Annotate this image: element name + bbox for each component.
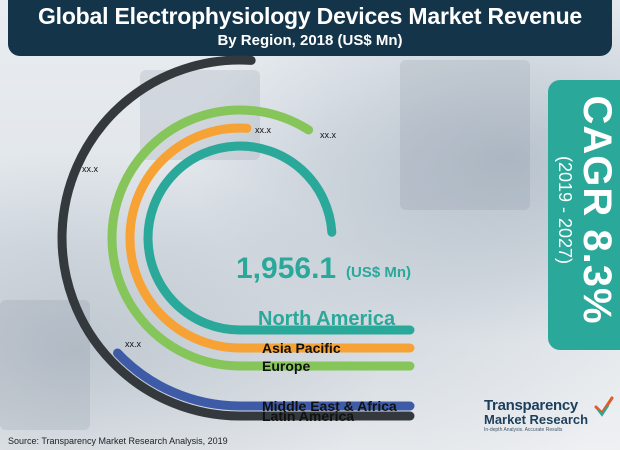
cagr-label: CAGR 8.3%: [575, 95, 619, 325]
chart-title: Global Electrophysiology Devices Market …: [37, 3, 583, 29]
series-arc: [57, 55, 256, 421]
background-equipment-shape: [400, 60, 530, 210]
background-equipment-shape: [0, 300, 90, 430]
logo-check-icon: [594, 396, 614, 417]
series-europe: Europe xx.x: [107, 105, 415, 374]
logo-line1: Transparency: [484, 397, 578, 414]
cagr-period: (2019 - 2027): [555, 155, 575, 265]
data-label: xx.x: [320, 130, 337, 140]
series-arc: [125, 123, 252, 353]
cagr-text: CAGR 8.3% (2019 - 2027): [555, 95, 619, 325]
series-arc: [113, 348, 245, 411]
title-banner: Global Electrophysiology Devices Market …: [8, 0, 612, 56]
source-note: Source: Transparency Market Research Ana…: [8, 436, 228, 446]
company-logo: Transparency Market Research In-depth An…: [484, 396, 614, 434]
data-label: xx.x: [125, 339, 142, 349]
series-arc: [143, 141, 337, 335]
series-north-america: North America: [143, 141, 415, 335]
legend-label: Latin America: [262, 408, 354, 424]
legend-label: Europe: [262, 358, 310, 374]
chart-subtitle: By Region, 2018 (US$ Mn): [217, 32, 403, 49]
highlight-value: 1,956.1: [236, 252, 336, 285]
legend-label: North America: [258, 308, 396, 330]
legend-label: Middle East & Africa: [262, 398, 397, 414]
logo-line2: Market Research: [484, 412, 589, 427]
cagr-panel: [548, 80, 620, 350]
series-latin-america: Latin America xx.x: [57, 55, 415, 424]
data-label: xx.x: [82, 164, 99, 174]
legend-label: Asia Pacific: [262, 340, 341, 356]
series-middle-east-africa: Middle East & Africa xx.x: [113, 339, 415, 414]
highlight-unit: (US$ Mn): [346, 264, 411, 281]
series-arc: [107, 105, 314, 371]
logo-tagline: In-depth Analysis. Accurate Results: [484, 427, 563, 433]
series-asia-pacific: Asia Pacific xx.x: [125, 123, 415, 356]
data-label: xx.x: [255, 125, 272, 135]
